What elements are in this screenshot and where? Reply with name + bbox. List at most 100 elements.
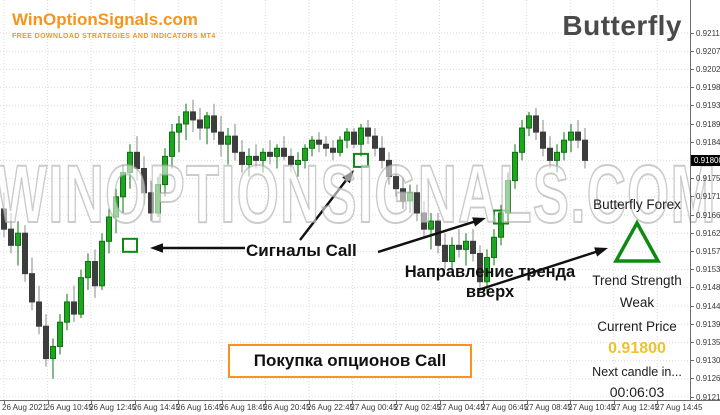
time-tick-label: 26 Aug 16:45 <box>176 403 224 412</box>
candle <box>428 212 434 250</box>
candle <box>337 136 343 157</box>
time-tick-label: 26 Aug 14:45 <box>132 403 180 412</box>
annotation-arrow <box>299 170 354 241</box>
current-price-label: Current Price <box>597 319 677 334</box>
candle <box>295 152 301 177</box>
candles <box>1 99 588 379</box>
candle <box>533 107 539 141</box>
trend-up-triangle-icon <box>613 219 661 265</box>
price-tick-label: 0.91395 <box>690 320 720 329</box>
candle <box>281 136 287 161</box>
candle <box>204 111 210 145</box>
time-tick-mark <box>395 401 397 404</box>
time-axis[interactable]: 26 Aug 2021 26 Aug 10:45 26 Aug 12:45 26 Au… <box>0 401 720 415</box>
candle <box>260 148 266 173</box>
price-tick-label: 0.91485 <box>690 283 720 292</box>
time-tick-mark <box>91 401 93 404</box>
candle <box>351 128 357 149</box>
candle <box>330 140 336 161</box>
price-tick-label: 0.91935 <box>690 101 720 110</box>
price-tick-label: 0.91305 <box>690 356 720 365</box>
candle <box>323 136 329 157</box>
call-signals-annotation: Сигналы Call <box>246 241 357 260</box>
candle <box>449 237 455 270</box>
candle <box>442 233 448 270</box>
time-tick-mark <box>265 401 267 404</box>
call-signal-marker <box>122 237 138 253</box>
price-tick-label: 0.91755 <box>690 174 720 183</box>
time-tick-label: 27 Aug 08:45 <box>524 403 572 412</box>
candle <box>309 136 315 157</box>
candle <box>85 253 91 290</box>
candle <box>561 132 567 161</box>
next-candle-label: Next candle in... <box>592 365 682 379</box>
candle <box>372 128 378 157</box>
price-axis-border <box>690 0 691 401</box>
time-tick-label: 26 Aug 18:45 <box>219 403 267 412</box>
candle <box>155 176 161 218</box>
time-tick-mark <box>613 401 615 404</box>
price-tick-label: 0.91215 <box>690 393 720 402</box>
site-logo: WinOptionSignals.com FREE DOWNLOAD STRAT… <box>12 10 216 40</box>
candle <box>134 136 140 181</box>
candle <box>15 221 21 266</box>
candle <box>190 99 196 133</box>
candle <box>218 115 224 157</box>
candle <box>421 200 427 238</box>
panel-title: Butterfly Forex <box>593 197 681 212</box>
trend-direction-line2: вверх <box>465 283 515 301</box>
candle <box>540 119 546 157</box>
candle <box>43 314 49 367</box>
time-tick-mark <box>526 401 528 404</box>
candle <box>414 184 420 222</box>
candle <box>267 140 273 165</box>
time-tick-label: 26 Aug 22:45 <box>306 403 354 412</box>
price-tick-label: 0.91575 <box>690 247 720 256</box>
candle <box>582 128 588 169</box>
candle <box>113 188 119 234</box>
time-tick-label: 27 Aug 14:45 <box>655 403 703 412</box>
candle <box>71 285 77 323</box>
trend-strength-value: Weak <box>619 295 655 310</box>
price-tick-label: 0.92025 <box>690 65 720 74</box>
candle <box>288 148 294 173</box>
annotation-arrow <box>477 247 608 292</box>
time-tick-mark <box>4 401 5 404</box>
candle <box>246 148 252 177</box>
time-tick-label: 27 Aug 04:45 <box>437 403 485 412</box>
current-price-value: 0.91800 <box>608 340 666 357</box>
candle <box>211 103 217 141</box>
candle <box>197 107 203 141</box>
candle <box>554 144 560 173</box>
candle <box>547 136 553 169</box>
candle <box>253 144 259 169</box>
candle <box>316 132 322 153</box>
candle <box>8 212 14 254</box>
candle <box>232 124 238 161</box>
trend-strength-label: Trend Strength <box>592 273 682 288</box>
candle <box>491 229 497 266</box>
time-tick-mark <box>483 401 485 404</box>
candle <box>274 144 280 169</box>
time-tick-label: 27 Aug 10:45 <box>568 403 616 412</box>
candle <box>386 152 392 185</box>
candle <box>512 144 518 189</box>
candle <box>358 124 364 157</box>
candle <box>127 144 133 189</box>
time-tick-label: 26 Aug 10:45 <box>45 403 93 412</box>
candle <box>393 164 399 197</box>
candle <box>575 119 581 149</box>
candle <box>379 136 385 169</box>
candle <box>463 233 469 266</box>
candlestick-chart[interactable] <box>0 0 690 400</box>
time-tick-label: 27 Aug 02:45 <box>393 403 442 412</box>
candle <box>519 119 525 161</box>
logo-title: WinOptionSignals.com <box>12 10 198 29</box>
